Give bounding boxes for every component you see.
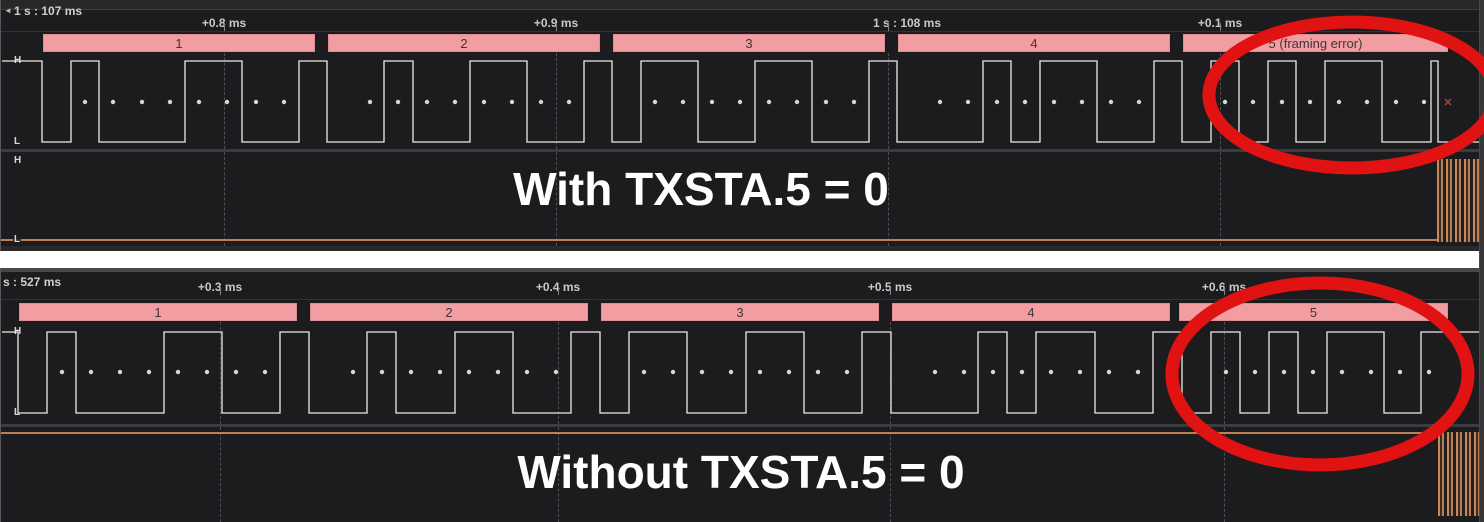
frame-bar-label: 1 [175, 35, 183, 51]
frame-bar[interactable]: 1 [19, 303, 297, 321]
time-gridline [888, 152, 889, 246]
burst-activity [1438, 432, 1484, 516]
channel2-trace [1, 432, 1484, 434]
time-gridline [220, 427, 221, 522]
frame-bar[interactable]: 4 [898, 34, 1170, 52]
time-gridline [558, 322, 559, 424]
scrollbar-sliver[interactable] [1479, 0, 1484, 522]
frame-bar-label: 3 [745, 35, 753, 51]
channel1-row[interactable]: H L ✕ [1, 53, 1484, 149]
frame-bar-error[interactable]: 5 (framing error) [1183, 34, 1448, 52]
frame-bar[interactable]: 2 [310, 303, 588, 321]
timeline-tick-mark [1224, 287, 1225, 295]
timeline-tick-mark [1220, 23, 1221, 31]
time-gridline [890, 427, 891, 522]
caption-without-txsta: Without TXSTA.5 = 0 [517, 446, 965, 498]
time-gridline [556, 53, 557, 149]
channel2-trace [1, 239, 1484, 241]
panel-top-edge [1, 268, 1484, 272]
frame-bar[interactable]: 4 [892, 303, 1170, 321]
time-gridline [1224, 427, 1225, 522]
panel-bottom-band [1, 246, 1484, 251]
channel1-row[interactable]: H L [1, 322, 1484, 424]
uart-signal-trace [2, 60, 1484, 143]
waveform-canvas[interactable] [1, 322, 1484, 424]
uart-signal-trace [2, 331, 1484, 414]
frame-bar[interactable]: 1 [43, 34, 315, 52]
frame-bar-label: 5 [1309, 304, 1318, 320]
time-gridline [224, 53, 225, 149]
time-gridline [220, 322, 221, 424]
timeline-tick-label: 1 s : 108 ms [872, 16, 942, 30]
time-gridline [888, 53, 889, 149]
panel-without-txsta: s : 527 ms +0.3 ms +0.4 ms +0.5 ms +0.6 ms … [0, 268, 1484, 522]
frame-bar-label: 5 (framing error) [1268, 35, 1363, 51]
time-gridline [556, 152, 557, 246]
timeline-tick-mark [888, 23, 889, 31]
timeline-origin-label: 1 s : 107 ms [14, 4, 83, 18]
level-low-label: L [13, 234, 22, 245]
level-low-label: L [13, 407, 22, 418]
timeline-ruler[interactable]: s : 527 ms +0.3 ms +0.4 ms +0.5 ms +0.6 ms [1, 272, 1484, 300]
timeline-tick-mark [558, 287, 559, 295]
level-high-label: H [13, 155, 23, 166]
timeline-tick-mark [890, 287, 891, 295]
level-low-label: L [13, 136, 22, 147]
row-separator [1, 424, 1484, 427]
timeline-tick-mark [556, 23, 557, 31]
time-gridline [224, 152, 225, 246]
panel-top-edge [1, 0, 1484, 10]
caption-with-txsta: With TXSTA.5 = 0 [513, 163, 889, 215]
frame-bar-label: 2 [460, 35, 468, 51]
frame-bar-label: 4 [1030, 35, 1038, 51]
frame-bar-label: 4 [1027, 304, 1035, 320]
burst-activity [1437, 159, 1484, 242]
frame-bar[interactable]: 3 [601, 303, 879, 321]
sample-dots [59, 369, 1432, 375]
frame-bar-label: 2 [445, 304, 453, 320]
waveform-canvas[interactable]: ✕ [1, 53, 1484, 149]
time-gridline [558, 427, 559, 522]
panel-with-txsta: ◄ 1 s : 107 ms +0.8 ms +0.9 ms 1 s : 108 m… [0, 0, 1484, 251]
pan-left-icon[interactable]: ◄ [4, 6, 12, 15]
framing-error-marker-icon: ✕ [1443, 97, 1452, 109]
panel-gap [0, 251, 1484, 268]
row-separator [1, 149, 1484, 152]
frame-bar[interactable]: 5 [1179, 303, 1448, 321]
frame-bar[interactable]: 2 [328, 34, 600, 52]
frame-bar-label: 3 [736, 304, 744, 320]
timeline-tick-mark [220, 287, 221, 295]
timeline-ruler[interactable]: ◄ 1 s : 107 ms +0.8 ms +0.9 ms 1 s : 108 m… [1, 0, 1484, 32]
timeline-origin-label: s : 527 ms [3, 275, 62, 289]
frame-bar[interactable]: 3 [613, 34, 885, 52]
timeline-tick-mark [224, 23, 225, 31]
frame-bar-label: 1 [154, 304, 162, 320]
time-gridline [1220, 152, 1221, 246]
